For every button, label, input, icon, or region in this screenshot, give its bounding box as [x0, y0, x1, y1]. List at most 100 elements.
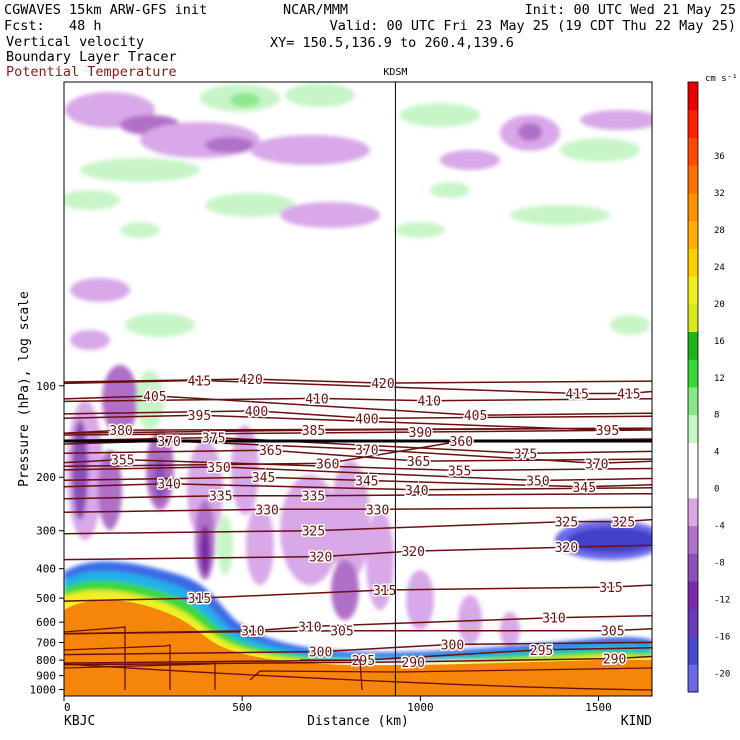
colorbar-tick-label: 8 [714, 411, 719, 421]
theta-contour-label: 335 [209, 490, 232, 505]
theta-contour-label: 345 [355, 474, 378, 489]
theta-contour-label: 365 [407, 455, 430, 470]
theta-contour-line [64, 518, 652, 535]
theta-contour-label: 405 [143, 390, 166, 405]
colorbar-tick-label: 0 [714, 485, 719, 495]
theta-contour-label: 315 [188, 592, 211, 607]
y-tick-label: 200 [36, 471, 56, 484]
x-tick-label: 0 [64, 701, 71, 714]
theta-contour-label: 305 [601, 625, 624, 640]
theta-contour-line [64, 614, 652, 635]
theta-contour-line [64, 414, 652, 431]
theta-contour-label: 340 [405, 484, 428, 499]
y-tick-label: 600 [36, 616, 56, 629]
cross-section-endpoints: XY= 150.5,136.9 to 260.4,139.6 [270, 35, 514, 51]
theta-contour-label: 350 [207, 461, 230, 476]
colorbar-frame [687, 81, 699, 693]
terrain-contours [64, 626, 652, 691]
forecast-hour: Fcst: 48 h [4, 18, 102, 34]
theta-contour-label: 345 [252, 471, 275, 486]
theta-contour-line [64, 506, 652, 514]
theta-contour-label: 300 [441, 638, 464, 653]
colorbar: -20 -16 -12 -8 -4 0 4 8 12 16 20 24 28 32 36 [687, 81, 730, 693]
colorbar-swatch [688, 276, 698, 305]
colorbar-swatch [688, 387, 698, 416]
field-vertical-velocity: Vertical velocity [6, 34, 145, 50]
theta-contour-line [64, 397, 652, 403]
theta-contour-label: 295 [530, 644, 553, 659]
theta-contour-label: 400 [245, 405, 268, 420]
theta-contour-line [64, 466, 652, 482]
colorbar-swatch [688, 636, 698, 665]
terrain-fill [64, 600, 652, 696]
colorbar-swatch [688, 165, 698, 194]
colorbar-swatch [688, 109, 698, 138]
colorbar-swatch [688, 414, 698, 443]
station-marker-label: KDSM [383, 67, 407, 78]
theta-contour-label: 380 [109, 424, 132, 439]
theta-contour-label: 290 [603, 652, 626, 667]
theta-contour-label: 295 [352, 654, 375, 669]
colorbar-swatch [688, 470, 698, 499]
theta-contour-label: 325 [612, 516, 635, 531]
theta-contour-line [64, 584, 652, 602]
y-tick-label: 800 [36, 654, 56, 667]
theta-contour-label: 410 [418, 395, 441, 410]
init-time: Init: 00 UTC Wed 21 May 25 [524, 2, 736, 18]
colorbar-tick-label: 24 [714, 263, 725, 273]
theta-contour-label: 345 [573, 481, 596, 496]
theta-contour-line [64, 655, 652, 666]
theta-contour-label: 325 [302, 525, 325, 540]
theta-contour-label: 340 [157, 478, 180, 493]
x-end-label-right: KIND [621, 714, 652, 729]
colorbar-tick-label: -4 [714, 522, 725, 532]
theta-contour-label: 350 [526, 474, 549, 489]
theta-contour-label: 305 [330, 625, 353, 640]
colorbar-tick-label: 28 [714, 226, 725, 236]
y-tick-label: 100 [36, 380, 56, 393]
theta-contour-label: 315 [599, 581, 622, 596]
y-axis-title: Pressure (hPa), log scale [17, 291, 32, 487]
colorbar-swatch [688, 497, 698, 527]
y-tick-label: 300 [36, 525, 56, 538]
colorbar-unit: cm s⁻¹ [705, 74, 738, 84]
theta-contour-label: 420 [371, 377, 394, 392]
theta-contour-label: 290 [401, 656, 424, 671]
colorbar-swatch [688, 331, 698, 360]
theta-contour-label: 395 [596, 424, 619, 439]
model-title: CGWAVES 15km ARW-GFS init [4, 2, 208, 18]
colorbar-swatch [688, 220, 698, 249]
colorbar-swatch [688, 359, 698, 388]
colorbar-swatch [688, 303, 698, 333]
colorbar-tick-label: 4 [714, 448, 719, 458]
colorbar-tick-label: 20 [714, 300, 725, 310]
theta-contour-label: 370 [157, 435, 180, 450]
theta-contours [64, 378, 652, 666]
colorbar-swatch [688, 525, 698, 554]
theta-contour-line [64, 458, 652, 472]
colorbar-swatch [688, 192, 698, 222]
theta-contour-label: 360 [450, 435, 473, 450]
theta-contour-label: 365 [259, 444, 282, 459]
y-tick-label: 1000 [30, 684, 57, 697]
theta-contour-label: 375 [202, 432, 225, 447]
theta-contour-label: 330 [255, 503, 278, 518]
theta-contour-label: 360 [316, 457, 339, 472]
x-axis-title: Distance (km) [307, 714, 409, 729]
theta-contour-label: 335 [302, 490, 325, 505]
theta-contour-label: 325 [555, 516, 578, 531]
theta-contour-line [64, 410, 652, 420]
theta-contour-line [64, 395, 652, 416]
theta-contour-line [64, 427, 652, 434]
colorbar-swatch [688, 553, 698, 582]
colorbar-swatch [688, 248, 698, 277]
theta-contour-line [64, 641, 652, 656]
theta-contour-label: 330 [366, 503, 389, 518]
colorbar-swatch [688, 137, 698, 166]
theta-contour-label: 370 [585, 457, 608, 472]
field-boundary-layer-tracer: Boundary Layer Tracer [6, 49, 177, 65]
x-tick-label: 1500 [585, 701, 612, 714]
theta-contour-line [64, 647, 652, 664]
theta-contour-label: 355 [448, 464, 471, 479]
theta-contour-line [64, 378, 652, 384]
